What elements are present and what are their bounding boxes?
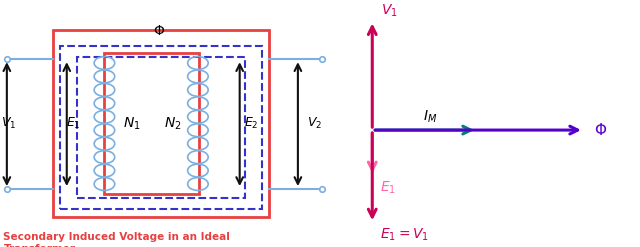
Text: $I_M$: $I_M$ — [422, 108, 437, 124]
Text: $\Phi$: $\Phi$ — [594, 122, 607, 138]
Text: $E_1$: $E_1$ — [67, 116, 81, 131]
Text: $V_2$: $V_2$ — [307, 116, 323, 131]
Text: $N_1$: $N_1$ — [123, 115, 141, 132]
Text: $E_2$: $E_2$ — [244, 116, 259, 131]
Text: Secondary Induced Voltage in an Ideal
Transformer: Secondary Induced Voltage in an Ideal Tr… — [3, 232, 230, 247]
Bar — [77, 57, 245, 198]
Text: $V_1$: $V_1$ — [381, 3, 397, 20]
Bar — [60, 46, 262, 209]
Bar — [104, 53, 198, 194]
Text: $E_1=V_1$: $E_1=V_1$ — [380, 226, 429, 243]
Bar — [53, 30, 269, 217]
Text: $E_1$: $E_1$ — [380, 179, 396, 196]
Text: $V_1$: $V_1$ — [1, 116, 16, 131]
Text: $\Phi$: $\Phi$ — [153, 24, 165, 38]
Text: $N_2$: $N_2$ — [164, 115, 182, 132]
